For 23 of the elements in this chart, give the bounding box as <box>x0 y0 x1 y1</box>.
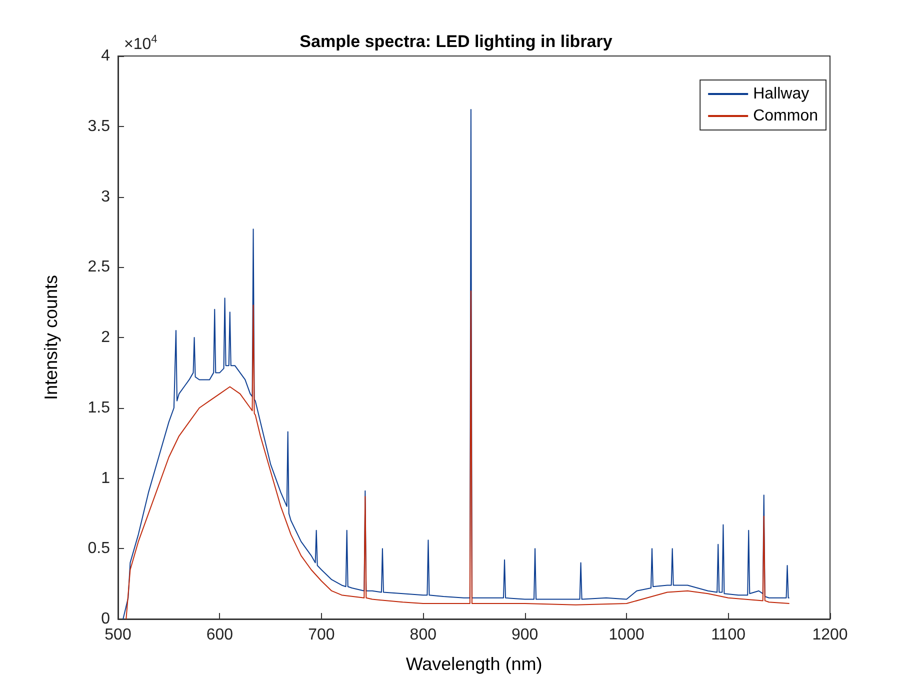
y-tick-label: 4 <box>101 48 110 64</box>
x-tick-label: 900 <box>512 626 538 644</box>
y-tick-label: 1 <box>101 470 110 487</box>
y-tick-label: 3 <box>101 188 110 206</box>
y-tick-label: 2 <box>101 329 110 346</box>
y-tick-label: 0.5 <box>88 540 110 558</box>
x-tick-label: 1200 <box>812 626 848 644</box>
line-series <box>126 290 790 620</box>
y-tick-label: 2.5 <box>88 258 110 276</box>
y-tick-label: 3.5 <box>88 118 110 135</box>
x-tick-label: 1100 <box>711 626 746 644</box>
x-tick-label: 500 <box>104 626 132 644</box>
y-axis-title: Intensity counts <box>41 274 61 400</box>
x-tick-label: 600 <box>206 626 234 644</box>
x-axis-title: Wavelength (nm) <box>406 654 542 674</box>
x-tick-label: 800 <box>410 626 437 644</box>
y-tick-label: 1.5 <box>88 399 110 416</box>
y-tick-label: 0 <box>101 610 110 628</box>
legend-label: Hallway <box>753 86 810 102</box>
x-tick-label: 1000 <box>608 626 644 644</box>
x-tick-label: 700 <box>308 626 335 644</box>
chart-title: Sample spectra: LED lighting in library <box>300 32 613 51</box>
legend-label: Common <box>753 108 818 124</box>
